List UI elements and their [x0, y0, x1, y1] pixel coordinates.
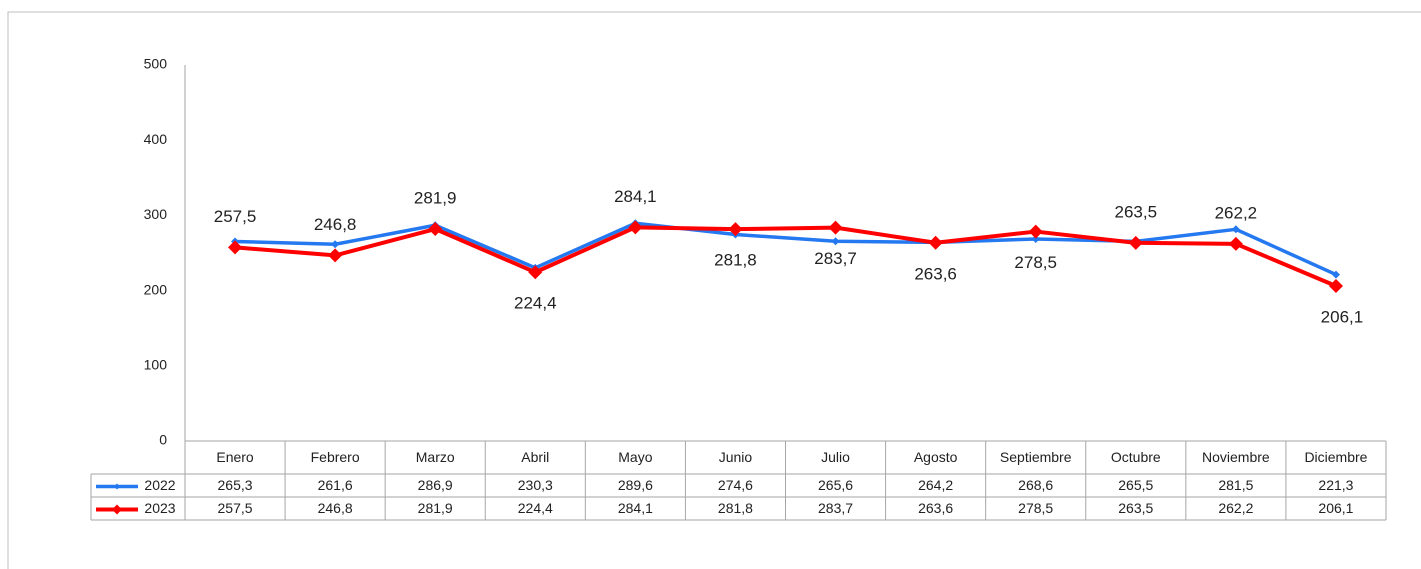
- table-value: 246,8: [318, 500, 353, 516]
- y-tick-label: 200: [144, 281, 168, 297]
- x-tick-label: Marzo: [416, 449, 455, 465]
- table-value: 263,6: [918, 500, 953, 516]
- y-tick-label: 100: [144, 357, 168, 373]
- y-tick-label: 400: [144, 131, 168, 147]
- x-tick-label: Noviembre: [1202, 449, 1270, 465]
- data-label: 278,5: [1014, 253, 1057, 272]
- data-point: [1328, 279, 1343, 294]
- data-point: [928, 235, 943, 250]
- table-value: 289,6: [618, 477, 653, 493]
- data-point: [628, 220, 643, 235]
- data-point: [828, 220, 843, 235]
- x-tick-label: Octubre: [1111, 449, 1161, 465]
- x-tick-label: Septiembre: [1000, 449, 1072, 465]
- table-value: 274,6: [718, 477, 753, 493]
- data-label: 224,4: [514, 294, 557, 313]
- data-label: 283,7: [814, 249, 857, 268]
- data-label: 263,6: [914, 264, 957, 283]
- data-point: [331, 240, 340, 249]
- y-tick-label: 0: [159, 432, 167, 448]
- data-label: 284,1: [614, 187, 657, 206]
- table-value: 262,2: [1218, 500, 1253, 516]
- table-value: 261,6: [318, 477, 353, 493]
- y-tick-label: 500: [144, 56, 168, 72]
- legend-label: 2023: [144, 500, 175, 516]
- data-point: [1331, 270, 1340, 279]
- table-value: 224,4: [518, 500, 553, 516]
- table-value: 257,5: [218, 500, 253, 516]
- legend-marker: [112, 504, 122, 515]
- x-tick-label: Agosto: [914, 449, 958, 465]
- series-line: [234, 221, 1337, 277]
- y-tick-label: 300: [144, 206, 168, 222]
- data-point: [1031, 235, 1040, 244]
- data-label: 281,9: [414, 188, 457, 207]
- table-value: 264,2: [918, 477, 953, 493]
- table-value: 265,3: [218, 477, 253, 493]
- x-tick-label: Diciembre: [1304, 449, 1367, 465]
- table-value: 230,3: [518, 477, 553, 493]
- table-value: 265,6: [818, 477, 853, 493]
- x-tick-label: Enero: [216, 449, 254, 465]
- table-value: 268,6: [1018, 477, 1053, 493]
- data-point: [528, 265, 543, 280]
- data-label: 246,8: [314, 215, 357, 234]
- data-point: [428, 222, 443, 237]
- legend-marker: [114, 483, 120, 490]
- table-value: 278,5: [1018, 500, 1053, 516]
- table-value: 206,1: [1318, 500, 1353, 516]
- x-tick-label: Abril: [521, 449, 549, 465]
- table-value: 284,1: [618, 500, 653, 516]
- data-point: [1128, 235, 1143, 250]
- legend-label: 2022: [144, 477, 175, 493]
- data-point: [728, 222, 743, 237]
- table-value: 281,5: [1218, 477, 1253, 493]
- data-label: 257,5: [214, 207, 257, 226]
- data-label: 263,5: [1115, 202, 1158, 221]
- data-point: [328, 248, 343, 263]
- chart-frame: [7, 11, 1421, 569]
- table-value: 281,9: [418, 500, 453, 516]
- x-tick-label: Febrero: [311, 449, 360, 465]
- data-point: [1231, 225, 1240, 234]
- data-point: [1028, 224, 1043, 239]
- x-tick-label: Julio: [821, 449, 850, 465]
- data-label: 206,1: [1321, 307, 1364, 326]
- table-value: 221,3: [1318, 477, 1353, 493]
- data-point: [228, 240, 243, 255]
- table-value: 283,7: [818, 500, 853, 516]
- table-value: 286,9: [418, 477, 453, 493]
- table-value: 263,5: [1118, 500, 1153, 516]
- data-point: [1228, 236, 1243, 251]
- x-tick-label: Mayo: [618, 449, 652, 465]
- data-label: 262,2: [1215, 203, 1258, 222]
- table-value: 281,8: [718, 500, 753, 516]
- series-line: [234, 225, 1337, 288]
- x-tick-label: Junio: [719, 449, 753, 465]
- data-label: 281,8: [714, 251, 757, 270]
- data-point: [831, 237, 840, 246]
- table-value: 265,5: [1118, 477, 1153, 493]
